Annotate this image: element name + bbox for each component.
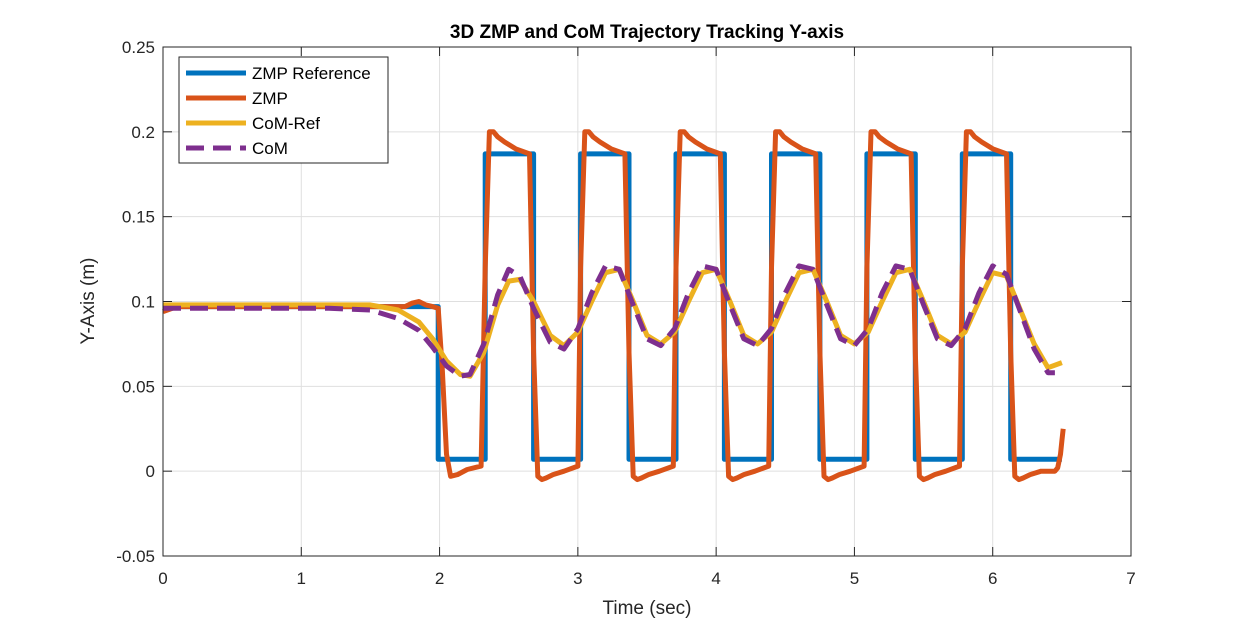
x-tick-label: 2 [435,569,444,588]
x-axis-label: Time (sec) [602,598,691,619]
y-tick-label: 0.25 [122,38,155,57]
x-tick-label: 1 [297,569,306,588]
legend-entry-zmp-reference: ZMP Reference [252,64,371,83]
x-tick-label: 5 [850,569,859,588]
legend-entry-zmp: ZMP [252,89,288,108]
legend-entry-com-ref: CoM-Ref [252,114,320,133]
x-tick-label: 3 [573,569,582,588]
y-tick-label: 0 [146,462,155,481]
series-line-com [163,263,1055,379]
y-axis-label: Y-Axis (m) [78,258,99,345]
y-tick-label: 0.2 [131,123,155,142]
series-line-zmp [162,129,1066,483]
x-tick-label: 0 [158,569,167,588]
x-tick-label: 7 [1126,569,1135,588]
x-tick-label: 4 [711,569,720,588]
y-tick-label: 0.05 [122,377,155,396]
chart-title: 3D ZMP and CoM Trajectory Tracking Y-axi… [450,22,844,43]
axis-ticks [162,46,1132,557]
x-tick-label: 6 [988,569,997,588]
y-tick-label: 0.1 [131,293,155,312]
y-tick-label: -0.05 [116,547,155,566]
legend: ZMP Reference ZMP CoM-Ref CoM [178,56,389,164]
legend-entry-com: CoM [252,139,288,158]
series-layer [162,129,1066,483]
y-tick-label: 0.15 [122,208,155,227]
